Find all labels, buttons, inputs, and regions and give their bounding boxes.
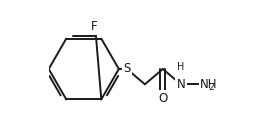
Text: NH: NH <box>200 78 218 91</box>
Text: H: H <box>177 62 184 72</box>
Text: F: F <box>91 20 98 33</box>
Text: S: S <box>123 63 131 75</box>
Text: O: O <box>158 92 167 105</box>
Text: N: N <box>177 78 185 91</box>
Text: 2: 2 <box>208 83 214 92</box>
